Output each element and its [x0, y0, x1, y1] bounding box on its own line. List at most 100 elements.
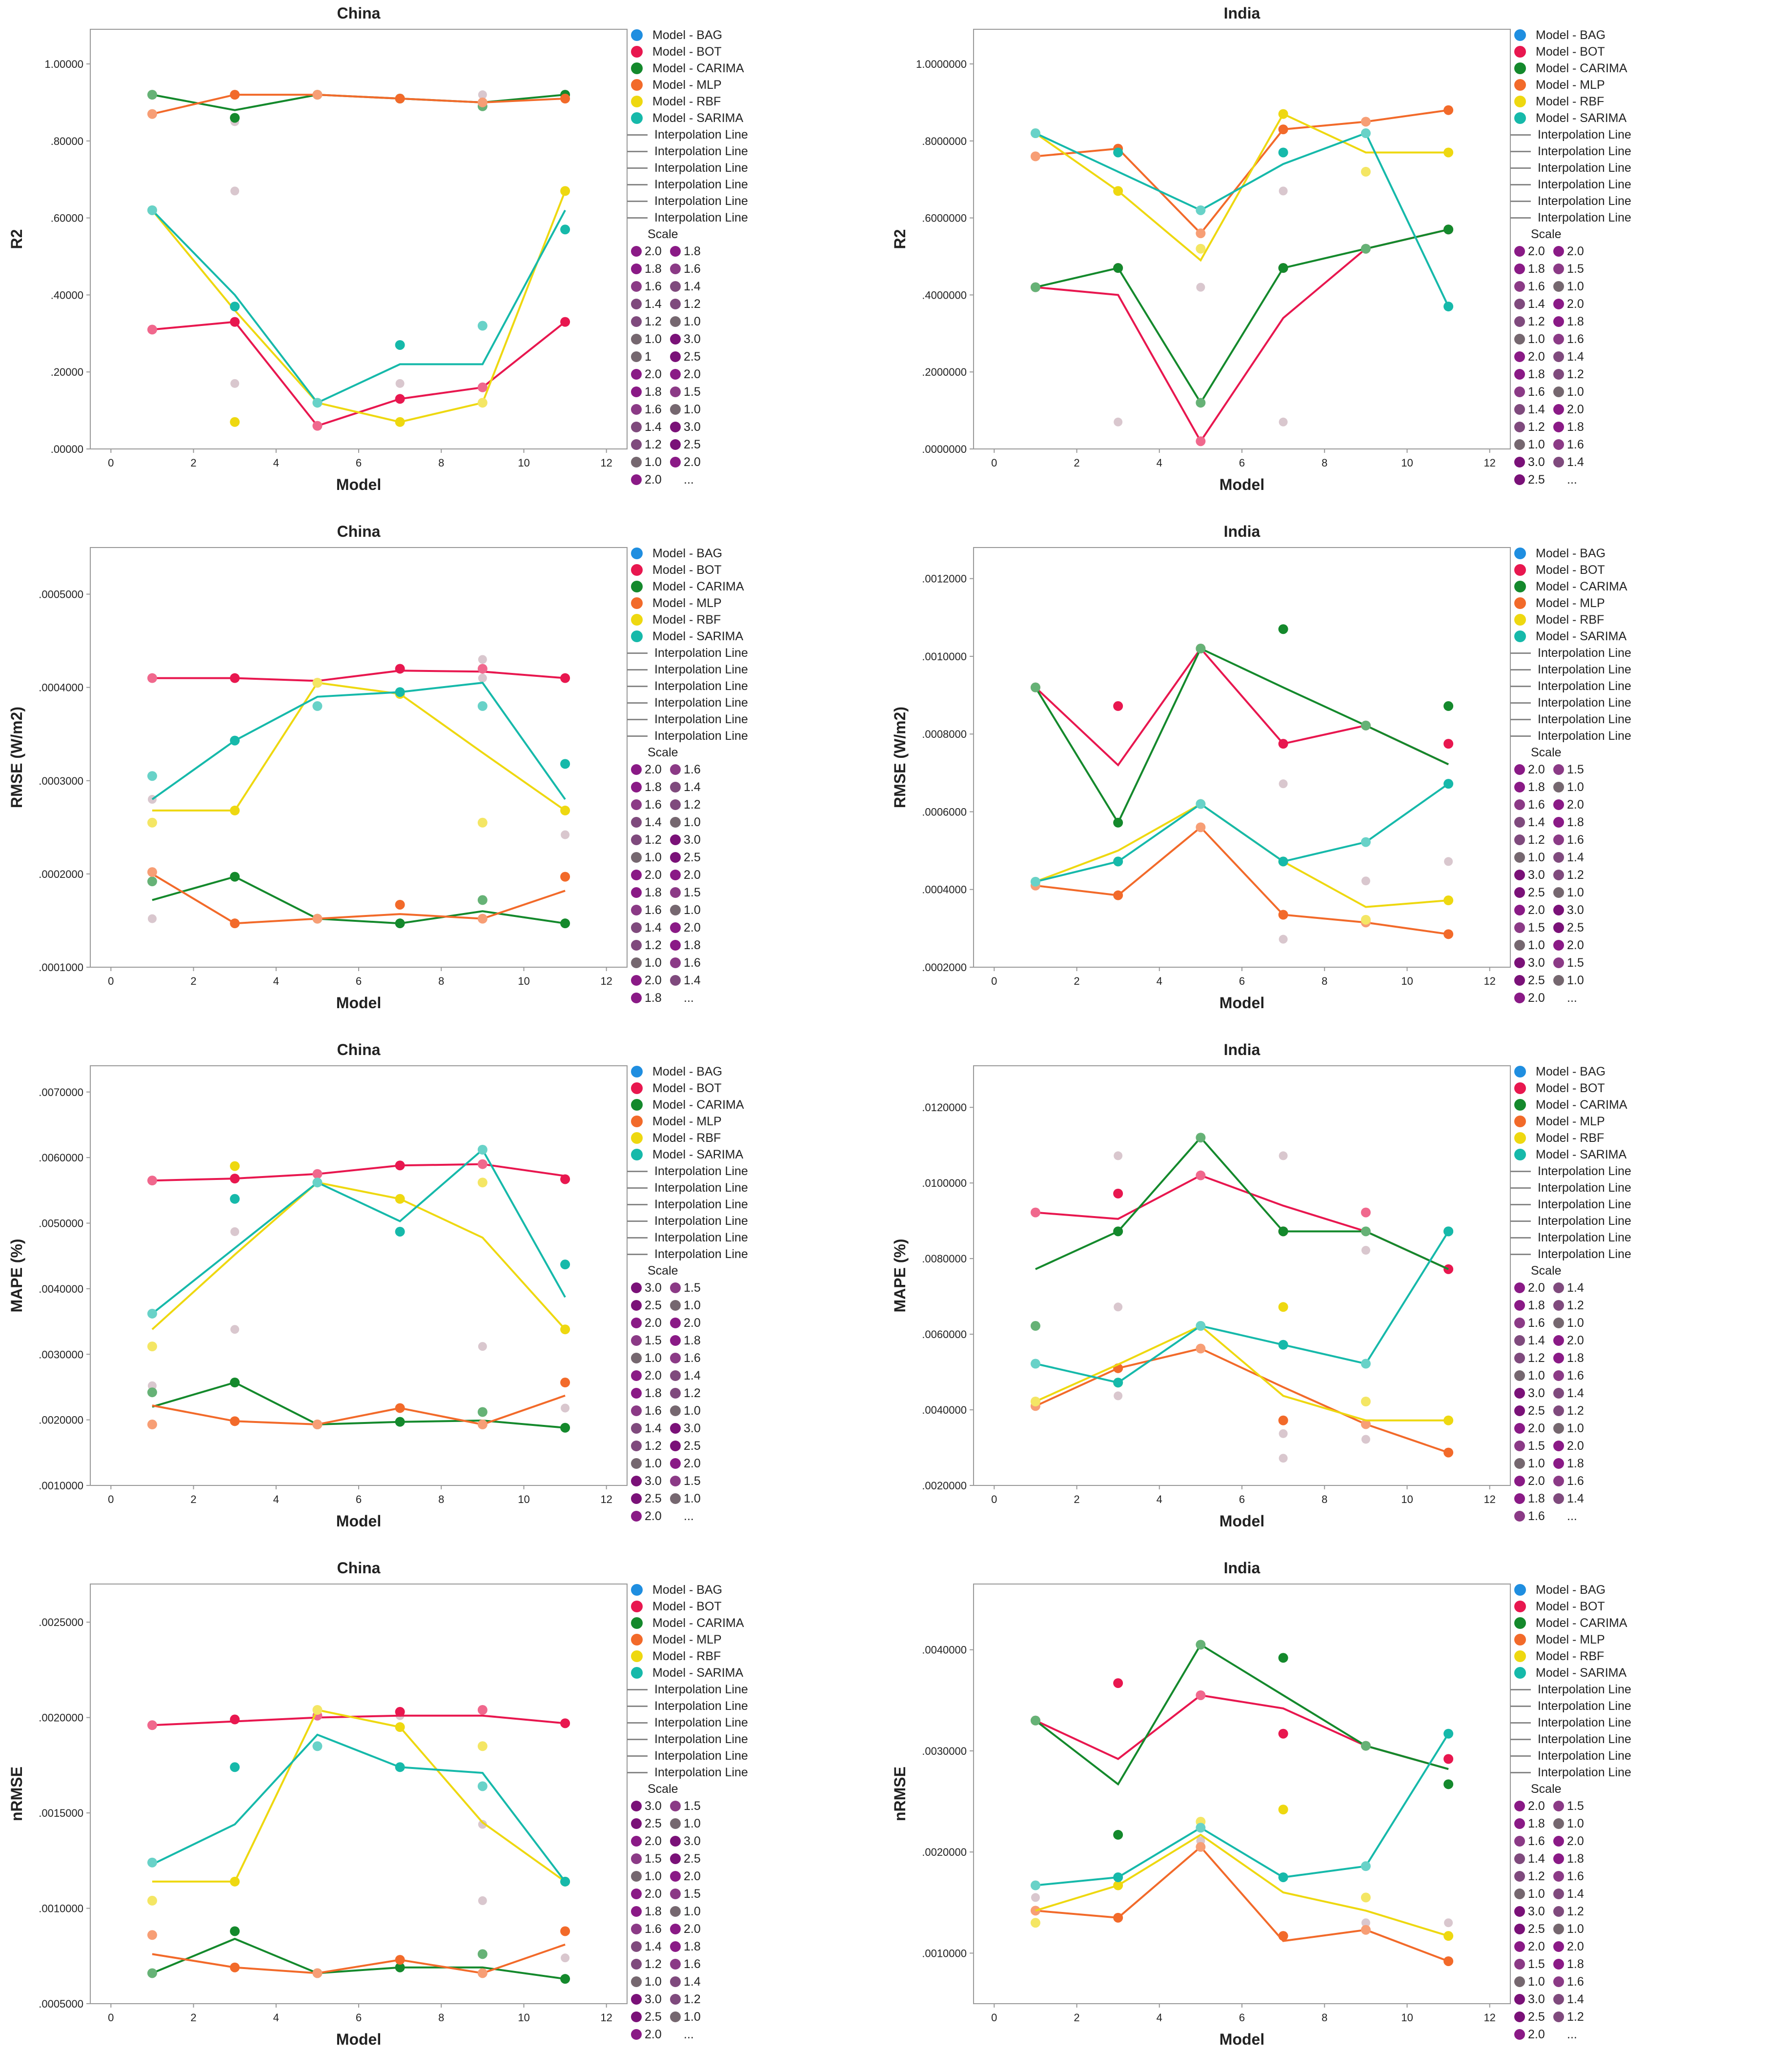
scale-item: 3.0	[666, 1420, 705, 1437]
legend-marker-icon	[631, 1066, 643, 1077]
x-tick-label: 10	[1401, 457, 1413, 469]
scale-item: 1.4	[666, 1973, 705, 1990]
chart-svg: China 0 2 4 6 8 10 12 .0001000 .0002000 .0003000 .0…	[8, 523, 628, 1012]
series-line-mlp	[1035, 109, 1449, 235]
data-point-sarima	[147, 1857, 157, 1868]
scatter-point	[561, 830, 570, 839]
legend-label: Interpolation Line	[654, 1247, 748, 1261]
data-point-bot	[477, 382, 488, 392]
legend-label: Model - SARIMA	[652, 1148, 744, 1161]
x-axis-label: Model	[1219, 994, 1264, 1012]
scale-label: 1	[645, 350, 651, 364]
scale-item: 1.4	[666, 278, 705, 295]
data-point-mlp	[1361, 117, 1371, 127]
data-point-sarima	[1030, 876, 1040, 887]
panel-china-nrmse: China 0 2 4 6 8 10 12 .0005000 .0010000 .0015000 .0…	[0, 1555, 878, 2072]
scale-item: 2.0	[666, 1921, 705, 1937]
scale-label: 1.0	[645, 851, 662, 864]
legend-marker-icon	[631, 1099, 643, 1111]
legend-marker-icon	[631, 46, 643, 58]
legend-marker-icon	[631, 1667, 643, 1679]
scale-label: 1.0	[1567, 974, 1584, 987]
legend-item-interpolation: Interpolation Line	[627, 1246, 748, 1262]
scale-item: 2.0	[1510, 1473, 1549, 1489]
legend-label: Model - MLP	[1536, 596, 1605, 610]
scale-marker-icon	[631, 1906, 642, 1917]
legend-item-interpolation: Interpolation Line	[1510, 160, 1631, 176]
legend-item-interpolation: Interpolation Line	[627, 1229, 748, 1246]
legend-label: Interpolation Line	[654, 696, 748, 710]
scale-label: 1.4	[1528, 403, 1545, 416]
scale-row: 2.5 1.2	[1510, 2008, 1631, 2026]
data-point-sarima	[312, 398, 323, 408]
scale-row: 2.5 1.0	[627, 1490, 748, 1507]
scale-label: 2.0	[684, 367, 701, 381]
scale-item: 2.0	[666, 454, 705, 470]
data-point-mlp	[230, 1416, 240, 1426]
scale-label: 1.0	[1567, 1817, 1584, 1830]
scale-label: 2.0	[1567, 798, 1584, 812]
scale-item: 1.0	[1549, 1315, 1588, 1331]
y-tick-label: 1.0000000	[916, 58, 967, 70]
legend-item-interpolation: Interpolation Line	[1510, 694, 1631, 711]
scale-marker-icon	[631, 1959, 642, 1970]
scale-label: 3.0	[684, 1422, 701, 1435]
scale-marker-icon	[1553, 1924, 1564, 1934]
legend-label: Model - BAG	[652, 1065, 723, 1078]
scale-item: ...	[1549, 2026, 1588, 2043]
x-tick-label: 8	[438, 975, 444, 987]
series-line-bot	[152, 670, 566, 682]
legend-label: Interpolation Line	[654, 1683, 748, 1696]
x-tick-label: 0	[991, 2011, 997, 2024]
data-point-sarima	[1443, 1728, 1454, 1739]
scale-item: 1.8	[1549, 1350, 1588, 1366]
legend-item-carima: Model - CARIMA	[1510, 60, 1631, 77]
legend-item-mlp: Model - MLP	[1510, 595, 1631, 611]
series-line-rbf	[152, 1708, 566, 1883]
scale-label: 1.8	[1528, 1817, 1545, 1830]
legend-item-interpolation: Interpolation Line	[627, 1747, 748, 1764]
scale-label: 3.0	[645, 1281, 662, 1295]
scale-label: 1.2	[1528, 1351, 1545, 1365]
scale-label: ...	[684, 473, 694, 487]
scale-label: 2.0	[684, 921, 701, 934]
scale-label: 1.8	[684, 244, 701, 258]
scale-marker-icon	[1553, 1889, 1564, 1899]
data-point-rbf	[1113, 1880, 1123, 1890]
panel-india-mape: India 0 2 4 6 8 10 12 .0020000 .0040000 .0060000 .0…	[883, 1036, 1762, 1554]
x-tick-label: 12	[1483, 1493, 1495, 1505]
scale-item: 1.0	[666, 1402, 705, 1419]
y-tick-label: .4000000	[922, 289, 967, 301]
data-point-mlp	[312, 1420, 323, 1430]
scale-label: 1.5	[684, 385, 701, 399]
data-point-carima	[560, 1974, 570, 1984]
x-tick-label: 8	[438, 457, 444, 469]
scale-marker-icon	[631, 299, 642, 309]
legend-label: Interpolation Line	[654, 1732, 748, 1746]
scale-item: 1.8	[627, 1385, 666, 1402]
scale-item: 1.5	[666, 1886, 705, 1902]
data-point-sarima	[1113, 1872, 1123, 1882]
scale-label: 1.5	[1528, 1957, 1545, 1971]
scale-row: 2.0 1.5	[1510, 761, 1631, 778]
scale-marker-icon	[631, 1801, 642, 1811]
scale-title: Scale	[648, 1782, 678, 1796]
scale-item: 1.6	[627, 278, 666, 295]
scale-item: 1.2	[1549, 1903, 1588, 1920]
data-point-mlp	[312, 1968, 323, 1978]
data-point-sarima	[1278, 1872, 1288, 1882]
data-point-mlp	[312, 90, 323, 100]
y-tick-label: .0030000	[39, 1348, 83, 1361]
scale-item: 1.2	[627, 832, 666, 848]
scale-item: 1.2	[627, 313, 666, 330]
legend-line-icon	[1510, 1237, 1531, 1239]
series-line-mlp	[151, 873, 566, 925]
legend-marker-icon	[631, 564, 643, 576]
data-point-sarima	[1443, 1226, 1454, 1237]
legend-marker-icon	[1514, 62, 1526, 74]
legend-line-icon	[627, 1738, 648, 1740]
x-axis-label: Model	[336, 994, 381, 1012]
y-tick-label: .0030000	[922, 1745, 967, 1757]
scale-label: 1.8	[1528, 367, 1545, 381]
scale-row: 2.0 1.5	[1510, 1797, 1631, 1815]
